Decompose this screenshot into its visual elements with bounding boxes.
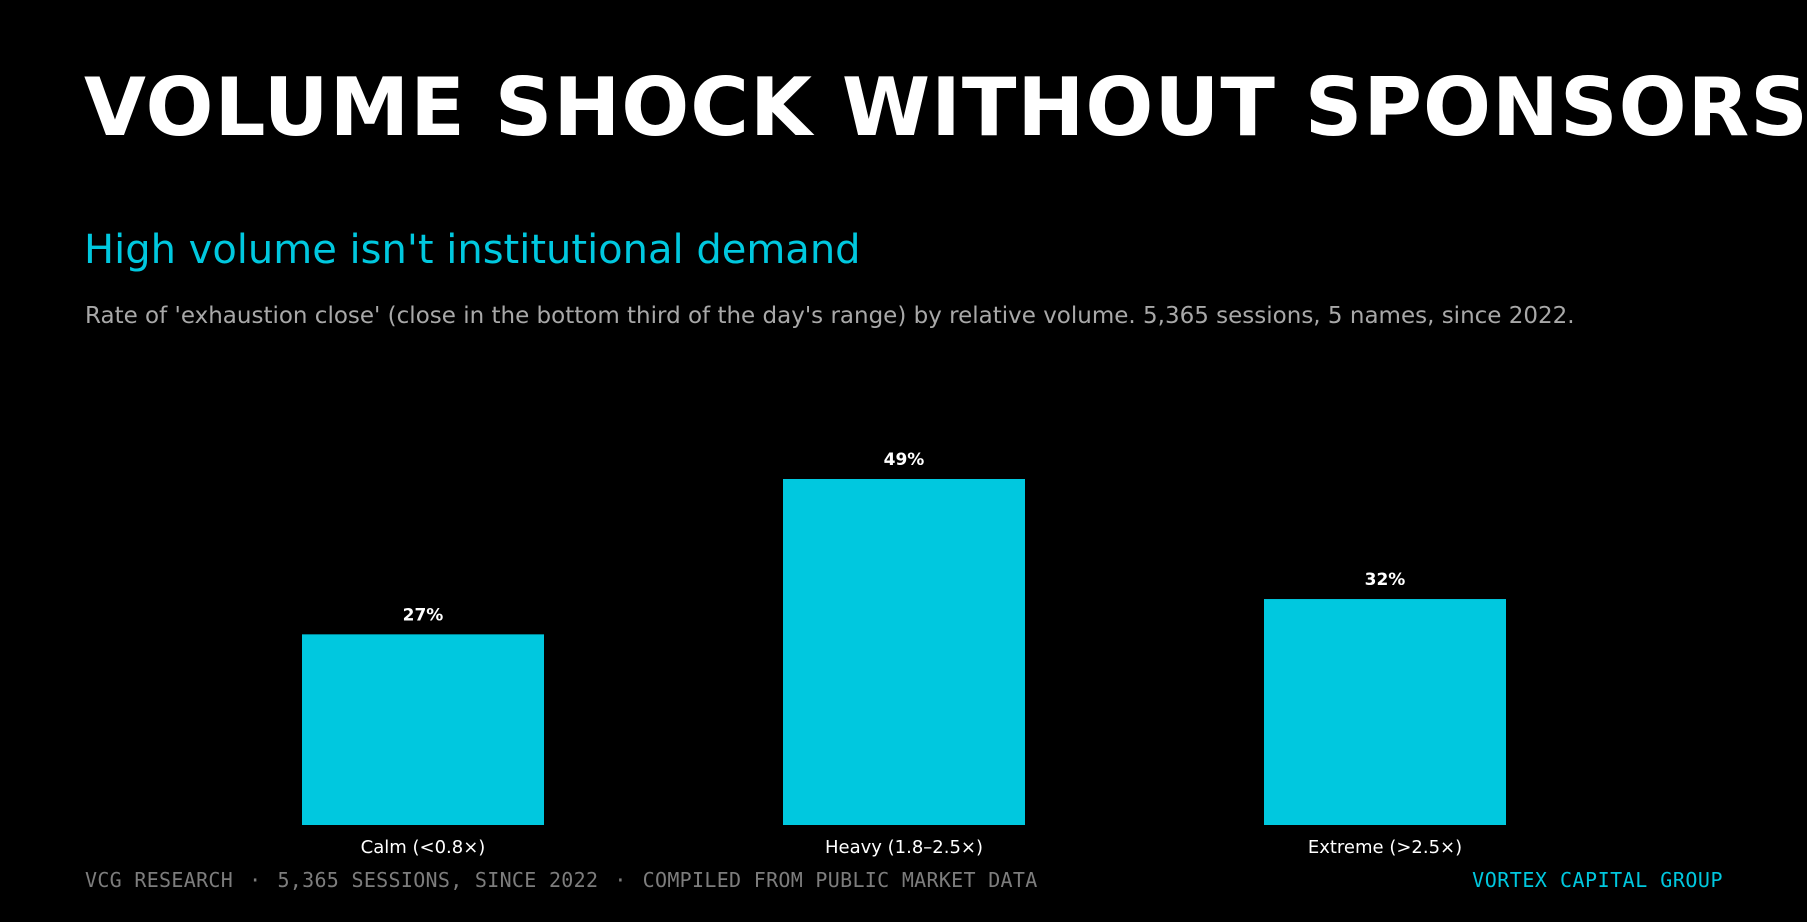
footer-source: VCG RESEARCH (85, 868, 234, 892)
category-label: Heavy (1.8–2.5×) (825, 837, 983, 858)
bar-3 (1264, 599, 1506, 825)
category-label: Extreme (>2.5×) (1308, 837, 1462, 858)
footer-sample: 5,365 SESSIONS, SINCE 2022 (277, 868, 599, 892)
bar-1 (302, 634, 544, 825)
footer-credits: VCG RESEARCH · 5,365 SESSIONS, SINCE 2022 ·… (85, 868, 1038, 892)
bar-2 (783, 479, 1025, 825)
chart-subtitle: High volume isn't institutional demand (84, 227, 861, 273)
bar-value-label: 27% (403, 605, 444, 625)
bar-value-label: 32% (1365, 570, 1406, 590)
bar-value-label: 49% (884, 450, 925, 470)
category-label: Calm (<0.8×) (361, 837, 486, 858)
footer-separator: · (249, 868, 262, 892)
footer-separator: · (614, 868, 627, 892)
footer-brand: VORTEX CAPITAL GROUP (1472, 868, 1723, 892)
chart-title: VOLUME SHOCK WITHOUT SPONSORS (84, 61, 1807, 154)
chart-caption: Rate of 'exhaustion close' (close in the… (85, 303, 1575, 329)
footer-data-note: COMPILED FROM PUBLIC MARKET DATA (642, 868, 1038, 892)
